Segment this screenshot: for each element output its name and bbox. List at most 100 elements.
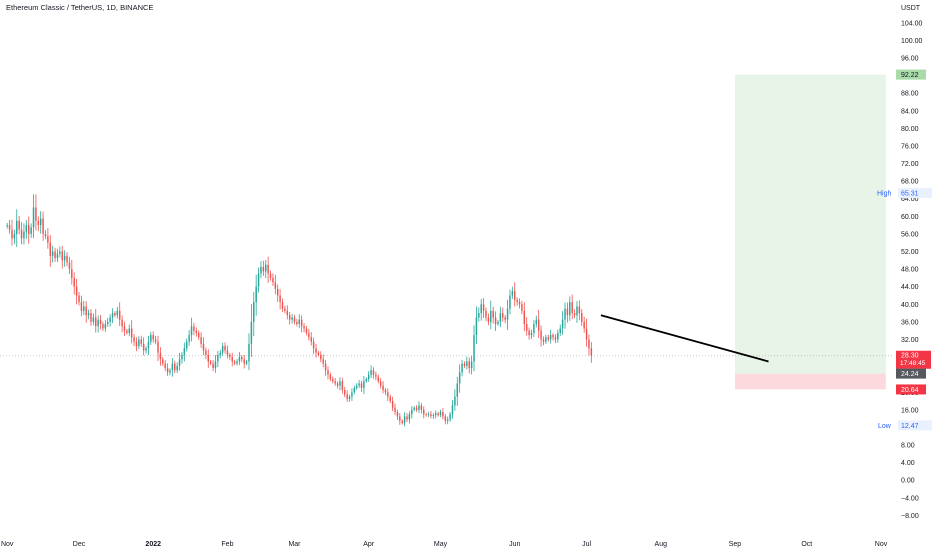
y-tick-label: −8.00 (901, 513, 919, 520)
candle-body (102, 324, 104, 329)
candle-body (384, 390, 387, 393)
candle-body (205, 350, 207, 355)
candle-body (176, 365, 178, 371)
candle-body (545, 337, 547, 342)
candle-body (25, 225, 28, 232)
candle-body (181, 354, 183, 360)
candle-body (253, 302, 255, 322)
candle-body (578, 306, 581, 314)
candles (6, 194, 593, 427)
candle-body (140, 339, 142, 344)
candle-body (145, 348, 147, 351)
candle-body (353, 387, 356, 393)
candle-body (571, 302, 573, 314)
candle-body (23, 231, 25, 239)
y-tick-label: 8.00 (901, 443, 915, 450)
candle-body (547, 337, 549, 340)
candle-body (35, 207, 37, 221)
target-zone (734, 74, 886, 374)
candle-body (178, 359, 181, 366)
candle-body (516, 299, 518, 303)
candle-body (80, 302, 83, 311)
candle-body (308, 332, 310, 338)
candle-body (185, 341, 188, 349)
candle-body (262, 266, 265, 272)
y-tick-label: −4.00 (901, 495, 919, 502)
candle-body (104, 324, 107, 329)
candle-body (454, 396, 456, 406)
candle-body (195, 330, 198, 333)
candle-body (482, 304, 485, 311)
candle-body (494, 317, 497, 325)
current-price-value: 28.30 (901, 353, 919, 360)
candle-body (502, 313, 504, 318)
y-tick-label: 96.00 (901, 55, 919, 62)
candle-body (142, 343, 145, 351)
candle-body (159, 352, 162, 360)
candle-body (63, 255, 66, 261)
candle-body (248, 343, 250, 362)
stop-price-value: 20.64 (901, 387, 919, 394)
candle-body (59, 251, 61, 254)
candle-body (209, 361, 212, 364)
candle-body (525, 324, 528, 331)
candle-body (303, 326, 305, 329)
candle-body (197, 332, 200, 338)
candle-body (68, 262, 71, 270)
x-tick-label: Aug (655, 541, 668, 548)
candle-body (504, 317, 506, 320)
candle-body (456, 383, 459, 397)
y-tick-label: 48.00 (901, 267, 919, 274)
time-axis: Nov Dec 2022 Feb Mar Apr May Jun Jul Aug Sep Oct Nov (1, 541, 888, 548)
candle-body (530, 332, 533, 336)
candle-body (497, 321, 499, 325)
candle-body (300, 319, 303, 327)
target-price-badge (896, 69, 926, 80)
candle-body (286, 310, 289, 316)
candle-body (559, 328, 561, 333)
high-marker-value: 65.31 (901, 190, 919, 197)
candle-body (8, 225, 11, 230)
candle-body (415, 407, 418, 410)
x-tick-label: Feb (221, 541, 233, 548)
y-tick-label: 100.00 (901, 38, 923, 45)
candle-body (478, 313, 480, 318)
candle-body (16, 220, 18, 234)
x-tick-label: Apr (363, 541, 375, 548)
candle-body (83, 306, 85, 311)
candle-body (581, 313, 583, 322)
candle-body (487, 317, 490, 322)
candle-body (71, 269, 73, 278)
candle-body (219, 352, 221, 355)
candle-body (449, 414, 451, 420)
candle-body (138, 339, 140, 347)
candle-body (434, 413, 437, 416)
x-tick-label: Sep (729, 541, 742, 548)
candle-body (375, 374, 377, 377)
candle-body (351, 392, 353, 397)
candle-body (425, 414, 427, 416)
candle-body (490, 310, 492, 322)
candle-body (552, 335, 554, 338)
candle-body (44, 233, 47, 237)
candle-body (396, 412, 399, 417)
candle-body (341, 381, 344, 391)
candle-body (90, 313, 92, 322)
candle-body (312, 341, 315, 349)
target-price-value: 92.22 (901, 72, 919, 79)
candle-body (411, 409, 413, 415)
candle-body (317, 352, 320, 355)
long-position-tool[interactable] (734, 74, 886, 390)
y-tick-label: 80.00 (901, 126, 919, 133)
y-tick-label: 0.00 (901, 478, 915, 485)
candle-body (509, 295, 511, 309)
candle-body (202, 343, 205, 351)
trendline[interactable] (600, 314, 769, 363)
candle-body (573, 313, 576, 316)
stop-price-badge (896, 384, 926, 395)
candle-body (446, 419, 449, 421)
candle-body (95, 317, 97, 327)
candle-body (406, 416, 408, 420)
low-marker-value: 12.47 (901, 423, 919, 430)
